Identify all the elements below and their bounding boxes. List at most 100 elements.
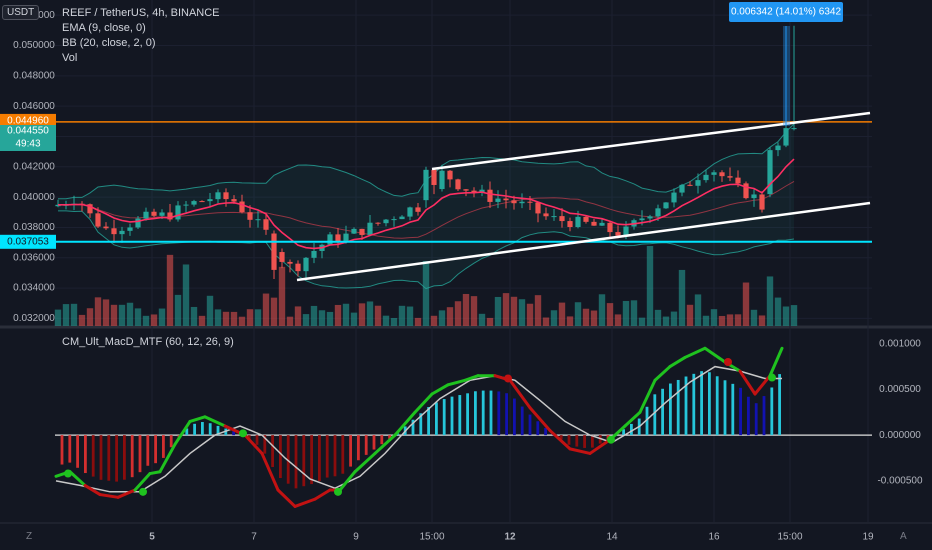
time-axis-tick: 5	[149, 532, 155, 543]
volume-bar	[622, 300, 630, 326]
macd-histogram-bar	[154, 435, 157, 464]
macd-histogram-bar	[536, 421, 540, 436]
macd-histogram-bar	[645, 406, 649, 436]
macd-histogram-bar	[715, 376, 719, 436]
candle-body	[431, 169, 437, 185]
volume-bar	[334, 304, 342, 326]
macd-histogram-bar	[193, 423, 196, 436]
macd-cross-dot	[768, 373, 776, 382]
candle-body	[135, 218, 141, 228]
volume-bar	[62, 304, 70, 326]
macd-cross-dot	[334, 487, 342, 496]
candle-body	[767, 150, 773, 195]
candle-body	[183, 204, 189, 206]
symbol-title[interactable]: REEF / TetherUS, 4h, BINANCE	[62, 7, 220, 19]
volume-bar	[86, 308, 94, 326]
macd-histogram-bar	[700, 371, 703, 436]
candle-body	[479, 189, 485, 193]
volume-bar	[654, 309, 662, 326]
volume-bar	[590, 310, 598, 326]
macd-line-segment	[548, 429, 572, 451]
auto-scale-button[interactable]: A	[900, 531, 907, 542]
volume-bar	[470, 296, 478, 326]
macd-histogram-bar	[489, 390, 493, 436]
volume-bar	[246, 309, 254, 326]
volume-bar	[366, 301, 374, 326]
macd-histogram-bar	[731, 383, 735, 436]
candle-body	[551, 216, 557, 218]
volume-bar	[134, 308, 142, 326]
macd-line-segment	[703, 346, 727, 364]
candle-body	[103, 226, 109, 229]
volume-bar	[750, 309, 758, 326]
macd-histogram-bar	[84, 435, 87, 474]
macd-histogram-bar	[372, 435, 376, 450]
volume-bar	[54, 309, 62, 326]
volume-bar	[486, 317, 494, 326]
volume-bar	[550, 310, 558, 326]
candle-body	[711, 172, 717, 175]
macd-indicator-label[interactable]: CM_Ult_MacD_MTF (60, 12, 26, 9)	[62, 336, 234, 348]
macd-histogram-bar	[762, 396, 766, 436]
candle-body	[215, 192, 221, 200]
macd-histogram-bar	[528, 414, 532, 436]
volume-bar	[390, 317, 398, 326]
volume-bar	[222, 311, 230, 326]
volume-bar	[726, 314, 734, 326]
ema-indicator-label[interactable]: EMA (9, close, 0)	[62, 22, 146, 34]
macd-histogram-bar	[364, 435, 368, 455]
macd-line-segment	[638, 378, 657, 414]
macd-histogram-bar	[653, 394, 657, 436]
macd-histogram-bar	[255, 435, 259, 445]
macd-axis-tick: 0.001000	[879, 338, 921, 349]
volume-bar	[174, 294, 182, 326]
macd-line-segment	[373, 433, 397, 455]
volume-bar	[702, 315, 710, 326]
volume-bar	[478, 313, 486, 326]
candle-body	[279, 252, 285, 262]
vol-indicator-label[interactable]: Vol	[62, 52, 78, 64]
volume-bar	[630, 300, 638, 326]
volume-bar	[422, 261, 430, 326]
macd-histogram-bar	[778, 374, 781, 436]
macd-histogram-bar	[146, 435, 150, 466]
volume-bar	[310, 305, 318, 326]
macd-line-segment	[768, 346, 784, 378]
volume-bar	[182, 264, 190, 326]
volume-bar	[374, 305, 382, 326]
volume-bar	[190, 306, 198, 326]
macd-histogram-bar	[263, 435, 267, 454]
candle-body	[543, 213, 549, 217]
macd-axis-tick: -0.000500	[877, 475, 922, 486]
candle-body	[671, 192, 677, 203]
candle-body	[303, 257, 309, 272]
volume-bar	[350, 312, 358, 326]
candle-body	[119, 230, 125, 235]
volume-bar	[78, 314, 86, 326]
macd-histogram-bar	[68, 435, 72, 463]
macd-signal-line	[55, 365, 782, 493]
macd-histogram-bar	[575, 435, 579, 447]
macd-histogram-bar	[185, 428, 189, 436]
volume-bar	[742, 282, 750, 326]
currency-button[interactable]: USDT	[2, 5, 40, 20]
volume-bar	[94, 297, 102, 326]
price-axis-tick: 0.038000	[13, 222, 55, 233]
macd-histogram-bar	[450, 396, 454, 436]
volume-bar	[382, 315, 390, 326]
last-price-label: 0.044550	[7, 126, 49, 137]
candle-body	[591, 221, 597, 226]
candle-body	[295, 263, 301, 272]
macd-histogram-bar	[435, 402, 438, 436]
volume-bar	[358, 303, 366, 326]
candle-body	[783, 128, 789, 146]
macd-cross-dot	[64, 469, 72, 478]
macd-line-segment	[173, 419, 192, 446]
zoom-z-button[interactable]: Z	[26, 531, 33, 542]
volume-bar	[438, 310, 446, 326]
bb-indicator-label[interactable]: BB (20, close, 2, 0)	[62, 37, 156, 49]
macd-histogram-bar	[107, 435, 111, 481]
candle-body	[519, 201, 525, 204]
volume-bar	[662, 316, 670, 326]
